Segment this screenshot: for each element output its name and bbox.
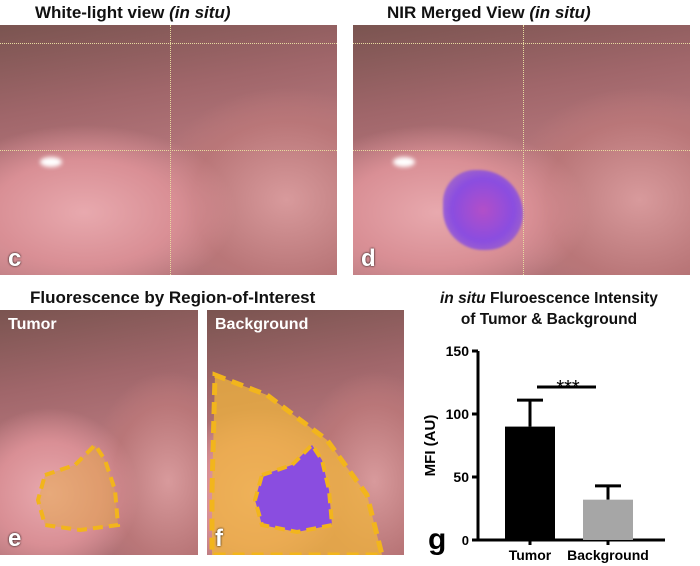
grid-line: [353, 150, 690, 151]
grid-line: [170, 25, 171, 275]
panel-label-d: d: [361, 245, 376, 272]
bar-tumor: [505, 426, 555, 540]
roi-label-background: Background: [215, 316, 309, 333]
panel-c-title: White-light view (in situ): [35, 3, 231, 23]
y-axis-label: MFI (AU): [422, 415, 439, 477]
title-italic: (in situ): [529, 3, 591, 22]
grid-line: [523, 25, 524, 275]
title-italic: (in situ): [169, 3, 231, 22]
glare: [40, 157, 62, 167]
y-tick-label: 50: [453, 469, 469, 485]
y-tick-label: 150: [446, 343, 470, 359]
panel-label-g: g: [428, 523, 446, 556]
significance-label: ***: [556, 377, 580, 399]
x-tick-label: Tumor: [509, 547, 552, 563]
glare: [393, 157, 415, 167]
background-roi-outline: [209, 371, 385, 555]
roi-label-tumor: Tumor: [8, 316, 57, 333]
background-roi-image: Background f: [207, 310, 404, 555]
panel-label-e: e: [8, 525, 22, 552]
y-tick-label: 0: [462, 533, 469, 548]
nir-signal: [443, 170, 523, 250]
x-tick-label: Background: [567, 547, 649, 563]
roi-title: Fluorescence by Region-of-Interest: [30, 288, 316, 307]
nir-merged-image: d: [353, 25, 690, 275]
y-tick-label: 100: [446, 406, 470, 422]
chart-title-rest: Fluroescence Intensity: [485, 290, 658, 307]
white-light-image: c: [0, 25, 337, 275]
tumor-roi-image: Tumor e: [0, 310, 198, 555]
panel-label-c: c: [8, 245, 22, 272]
bar-background: [583, 499, 633, 540]
chart-title: in situ Fluroescence Intensity of Tumor …: [440, 288, 658, 330]
chart-title-italic: in situ: [440, 290, 486, 307]
panel-label-f: f: [215, 525, 223, 552]
title-text: White-light view: [35, 3, 170, 22]
tumor-roi-outline: [35, 441, 121, 533]
chart-title-line2: of Tumor & Background: [460, 311, 638, 328]
grid-line: [353, 43, 690, 44]
title-text: NIR Merged View: [387, 3, 530, 22]
panel-d-title: NIR Merged View (in situ): [387, 3, 591, 23]
grid-line: [0, 150, 337, 151]
grid-line: [0, 43, 337, 44]
